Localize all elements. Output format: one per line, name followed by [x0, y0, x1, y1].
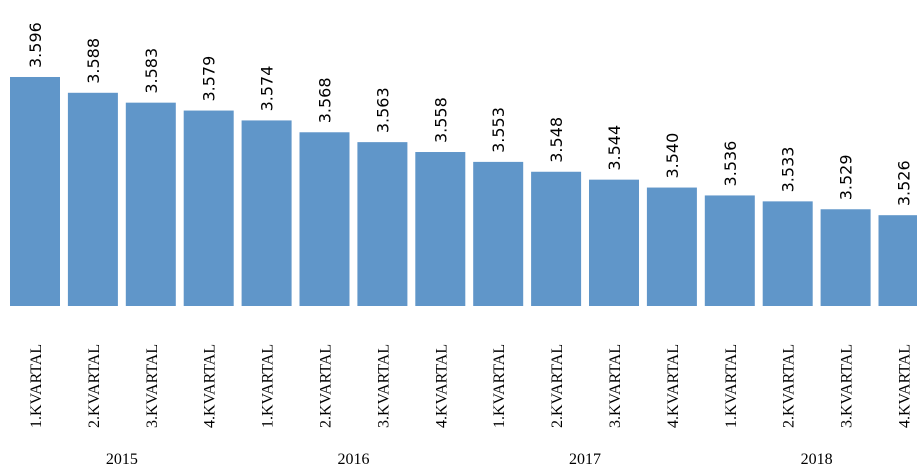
- bar: [67, 92, 118, 306]
- x-tick-label: 1.KVARTAL: [491, 344, 508, 428]
- bar: [762, 201, 813, 306]
- x-tick-label: 4.KVARTAL: [665, 344, 682, 428]
- x-tick-label: 1.KVARTAL: [723, 344, 740, 428]
- group-label: 2018: [801, 451, 833, 466]
- group-label: 2017: [569, 451, 601, 466]
- x-tick-label: 1.KVARTAL: [260, 344, 277, 428]
- value-label: 3.558: [431, 97, 450, 143]
- x-tick-label: 2.KVARTAL: [318, 344, 335, 428]
- bar: [10, 76, 60, 306]
- bar: [704, 195, 755, 306]
- bar: [473, 161, 524, 306]
- bar: [415, 152, 466, 306]
- value-label: 3.596: [26, 22, 45, 68]
- value-label: 3.540: [663, 133, 682, 179]
- x-tick-label: 3.KVARTAL: [375, 344, 392, 428]
- value-label: 3.563: [373, 87, 392, 133]
- value-label: 3.533: [779, 147, 798, 193]
- value-label: 3.583: [142, 48, 161, 94]
- x-tick-label: 3.KVARTAL: [839, 344, 856, 428]
- x-tick-label: 2.KVARTAL: [86, 344, 103, 428]
- bar: [125, 102, 176, 306]
- group-label: 2015: [106, 451, 138, 466]
- x-tick-label: 3.KVARTAL: [144, 344, 161, 428]
- bar: [589, 179, 639, 306]
- value-label: 3.529: [837, 154, 856, 200]
- value-label: 3.553: [489, 107, 508, 153]
- value-label: 3.574: [258, 66, 277, 112]
- group-label: 2016: [337, 451, 369, 466]
- bar: [646, 187, 697, 306]
- value-label: 3.544: [605, 125, 624, 171]
- x-tick-label: 4.KVARTAL: [897, 344, 914, 428]
- bar: [299, 132, 350, 306]
- value-label: 3.588: [84, 38, 103, 84]
- bar: [820, 209, 871, 306]
- value-label: 3.579: [200, 56, 219, 102]
- x-tick-label: 1.KVARTAL: [28, 344, 45, 428]
- bar: [241, 120, 292, 306]
- value-label: 3.568: [316, 77, 335, 123]
- bar: [357, 142, 408, 306]
- value-label: 3.526: [895, 160, 914, 206]
- x-tick-label: 4.KVARTAL: [433, 344, 450, 428]
- value-label: 3.536: [721, 141, 740, 187]
- bar: [531, 171, 582, 306]
- bar: [878, 215, 917, 306]
- bar: [183, 110, 234, 306]
- x-tick-label: 2.KVARTAL: [781, 344, 798, 428]
- x-tick-label: 4.KVARTAL: [202, 344, 219, 428]
- x-tick-label: 3.KVARTAL: [607, 344, 624, 428]
- x-tick-label: 2.KVARTAL: [549, 344, 566, 428]
- value-label: 3.548: [547, 117, 566, 163]
